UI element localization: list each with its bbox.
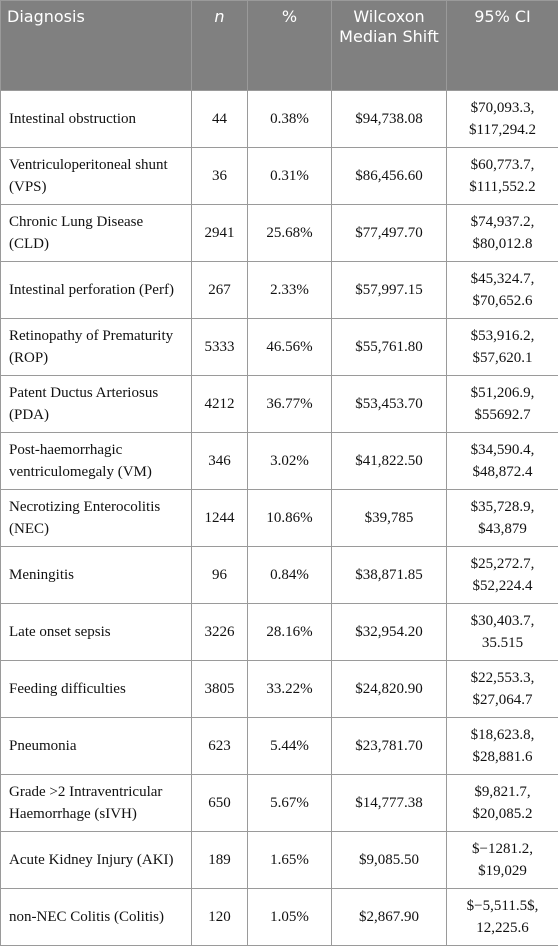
table-cell: 189 [192,832,248,889]
table-cell: 28.16% [248,604,332,661]
table-cell: 3226 [192,604,248,661]
table-cell: $86,456.60 [332,148,447,205]
table-cell: $30,403.7, 35.515 [447,604,558,661]
table-cell: 5333 [192,319,248,376]
table-cell: 25.68% [248,205,332,262]
table-cell: 36 [192,148,248,205]
table-cell: 1.65% [248,832,332,889]
table-cell: $−5,511.5$, 12,225.6 [447,889,558,946]
table-cell: 0.84% [248,547,332,604]
table-cell: $−1281.2, $19,029 [447,832,558,889]
table-cell: $35,728.9, $43,879 [447,490,558,547]
table-cell: $45,324.7, $70,652.6 [447,262,558,319]
table-cell: 5.67% [248,775,332,832]
table-cell: $60,773.7, $111,552.2 [447,148,558,205]
table-cell: Ventriculoperitoneal shunt (VPS) [1,148,192,205]
header-cell: % [248,1,332,91]
table-cell: $55,761.80 [332,319,447,376]
table-row: Post-haemorrhagic ventriculomegaly (VM)3… [1,433,558,490]
table-cell: Feeding difficulties [1,661,192,718]
header-cell: n [192,1,248,91]
table-cell: 33.22% [248,661,332,718]
table-cell: $9,085.50 [332,832,447,889]
table-cell: Necrotizing Enterocolitis (NEC) [1,490,192,547]
table-cell: $34,590.4, $48,872.4 [447,433,558,490]
table-cell: $94,738.08 [332,91,447,148]
table-cell: 1.05% [248,889,332,946]
table-cell: $41,822.50 [332,433,447,490]
table-cell: 44 [192,91,248,148]
table-cell: $57,997.15 [332,262,447,319]
table-cell: Chronic Lung Disease (CLD) [1,205,192,262]
table-cell: $25,272.7, $52,224.4 [447,547,558,604]
table-cell: $51,206.9, $55692.7 [447,376,558,433]
table-cell: 96 [192,547,248,604]
table-cell: $32,954.20 [332,604,447,661]
table-cell: Intestinal obstruction [1,91,192,148]
table-cell: $22,553.3, $27,064.7 [447,661,558,718]
table-cell: $70,093.3, $117,294.2 [447,91,558,148]
table-cell: $2,867.90 [332,889,447,946]
table-cell: Late onset sepsis [1,604,192,661]
table-cell: $23,781.70 [332,718,447,775]
table-cell: 650 [192,775,248,832]
table-cell: Patent Ductus Arteriosus (PDA) [1,376,192,433]
table-cell: $38,871.85 [332,547,447,604]
table-cell: $14,777.38 [332,775,447,832]
table-cell: Pneumonia [1,718,192,775]
table-cell: Meningitis [1,547,192,604]
table-cell: Retinopathy of Prematurity (ROP) [1,319,192,376]
table-cell: $9,821.7, $20,085.2 [447,775,558,832]
header-cell: 95% CI [447,1,558,91]
table-cell: 0.38% [248,91,332,148]
table-cell: 267 [192,262,248,319]
table-cell: Grade >2 Intraventricular Haemorrhage (s… [1,775,192,832]
table-cell: 46.56% [248,319,332,376]
header-cell: Diagnosis [1,1,192,91]
table-cell: non-NEC Colitis (Colitis) [1,889,192,946]
table-cell: 10.86% [248,490,332,547]
table-cell: 346 [192,433,248,490]
table-cell: 3.02% [248,433,332,490]
table-cell: 1244 [192,490,248,547]
table-cell: $18,623.8, $28,881.6 [447,718,558,775]
table-cell: $74,937.2, $80,012.8 [447,205,558,262]
table-cell: 2941 [192,205,248,262]
table-cell: 623 [192,718,248,775]
table-cell: 4212 [192,376,248,433]
table-cell: 120 [192,889,248,946]
table-cell: 0.31% [248,148,332,205]
table-cell: Post-haemorrhagic ventriculomegaly (VM) [1,433,192,490]
table-cell: 3805 [192,661,248,718]
table-cell: $39,785 [332,490,447,547]
table-row: Grade >2 Intraventricular Haemorrhage (s… [1,775,558,832]
table-cell: $77,497.70 [332,205,447,262]
table-cell: $53,453.70 [332,376,447,433]
table-cell: 5.44% [248,718,332,775]
table-cell: 36.77% [248,376,332,433]
table-cell: $53,916.2, $57,620.1 [447,319,558,376]
table-cell: Intestinal perforation (Perf) [1,262,192,319]
header-cell: Wilcoxon Median Shift [332,1,447,91]
table-cell: Acute Kidney Injury (AKI) [1,832,192,889]
table-cell: 2.33% [248,262,332,319]
table-cell: $24,820.90 [332,661,447,718]
